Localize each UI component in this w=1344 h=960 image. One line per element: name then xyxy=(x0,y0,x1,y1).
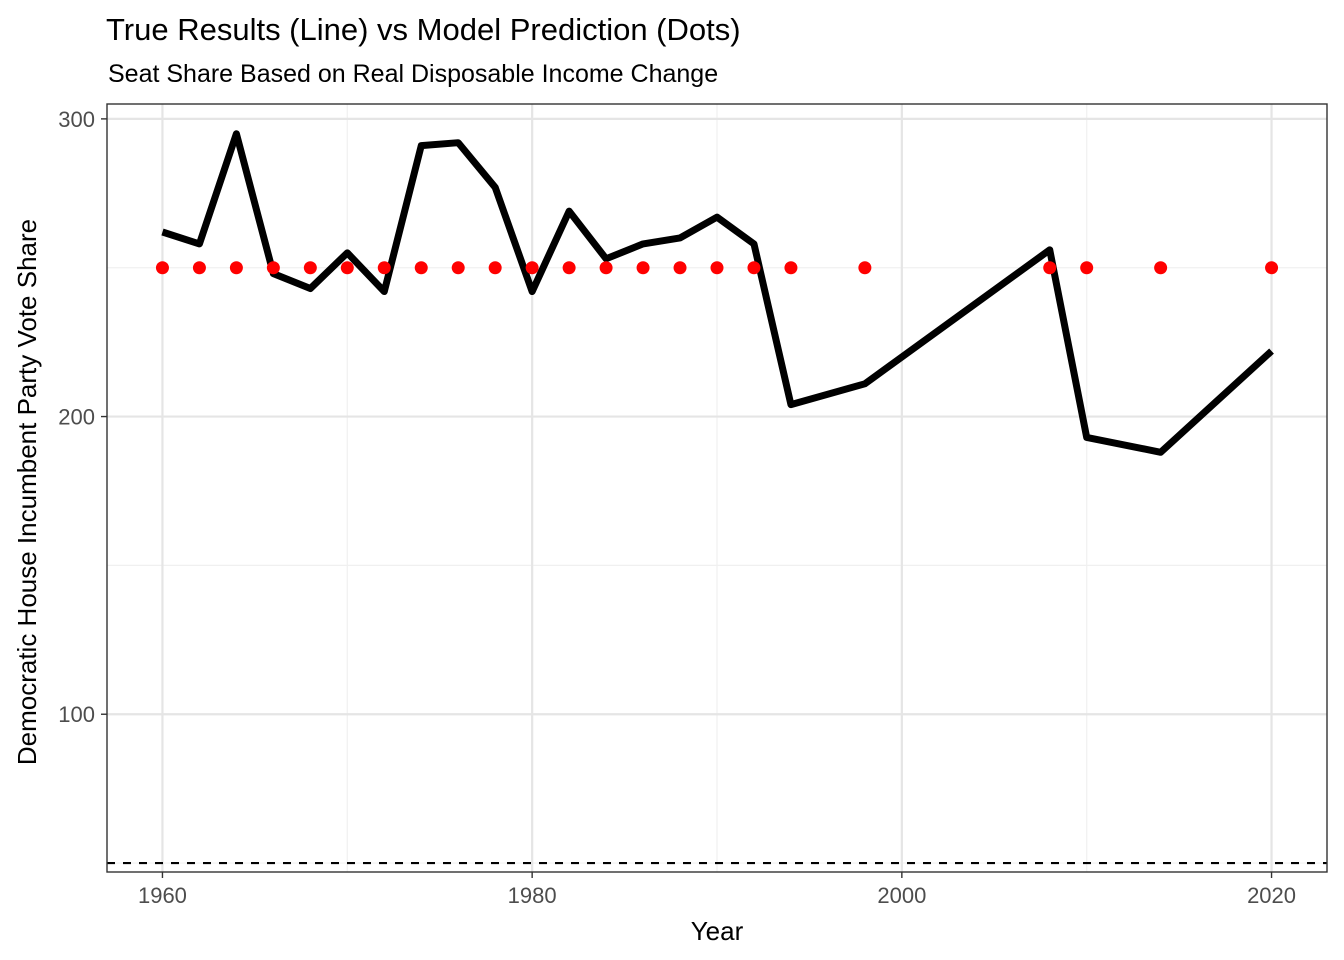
prediction-point xyxy=(340,261,354,275)
prediction-point xyxy=(599,261,613,275)
points-layer xyxy=(155,261,1279,275)
plot-border xyxy=(106,103,1328,873)
prediction-point xyxy=(1154,261,1168,275)
plot-panel xyxy=(106,103,1328,873)
prediction-point xyxy=(1043,261,1057,275)
chart-subtitle: Seat Share Based on Real Disposable Inco… xyxy=(108,60,718,88)
x-tick-label: 1960 xyxy=(138,883,187,908)
prediction-point xyxy=(377,261,391,275)
line-layer xyxy=(161,130,1274,456)
prediction-point xyxy=(303,261,317,275)
prediction-point xyxy=(784,261,798,275)
y-axis-title: Democratic House Incumbent Party Vote Sh… xyxy=(12,219,42,765)
x-tick-label: 2020 xyxy=(1247,883,1296,908)
true-results-line xyxy=(161,130,1274,456)
x-axis-title: Year xyxy=(691,916,744,946)
x-tick-label: 1980 xyxy=(508,883,557,908)
prediction-point xyxy=(155,261,169,275)
prediction-point xyxy=(192,261,206,275)
prediction-point xyxy=(1265,261,1279,275)
x-tick-label: 2000 xyxy=(877,883,926,908)
prediction-point xyxy=(229,261,243,275)
prediction-point xyxy=(636,261,650,275)
chart-title: True Results (Line) vs Model Prediction … xyxy=(106,12,741,47)
prediction-point xyxy=(451,261,465,275)
prediction-point xyxy=(488,261,502,275)
prediction-point xyxy=(1080,261,1094,275)
grid-major xyxy=(107,104,1327,872)
prediction-point xyxy=(747,261,761,275)
prediction-point xyxy=(562,261,576,275)
prediction-point xyxy=(525,261,539,275)
y-axis: 100 200 300 xyxy=(58,107,107,727)
prediction-point xyxy=(710,261,724,275)
y-tick-label: 300 xyxy=(58,107,95,132)
x-axis: 1960 1980 2000 2020 xyxy=(138,872,1296,908)
prediction-point xyxy=(266,261,280,275)
y-tick-label: 200 xyxy=(58,405,95,430)
y-tick-label: 100 xyxy=(58,702,95,727)
prediction-point xyxy=(414,261,428,275)
prediction-point xyxy=(858,261,872,275)
prediction-point xyxy=(673,261,687,275)
